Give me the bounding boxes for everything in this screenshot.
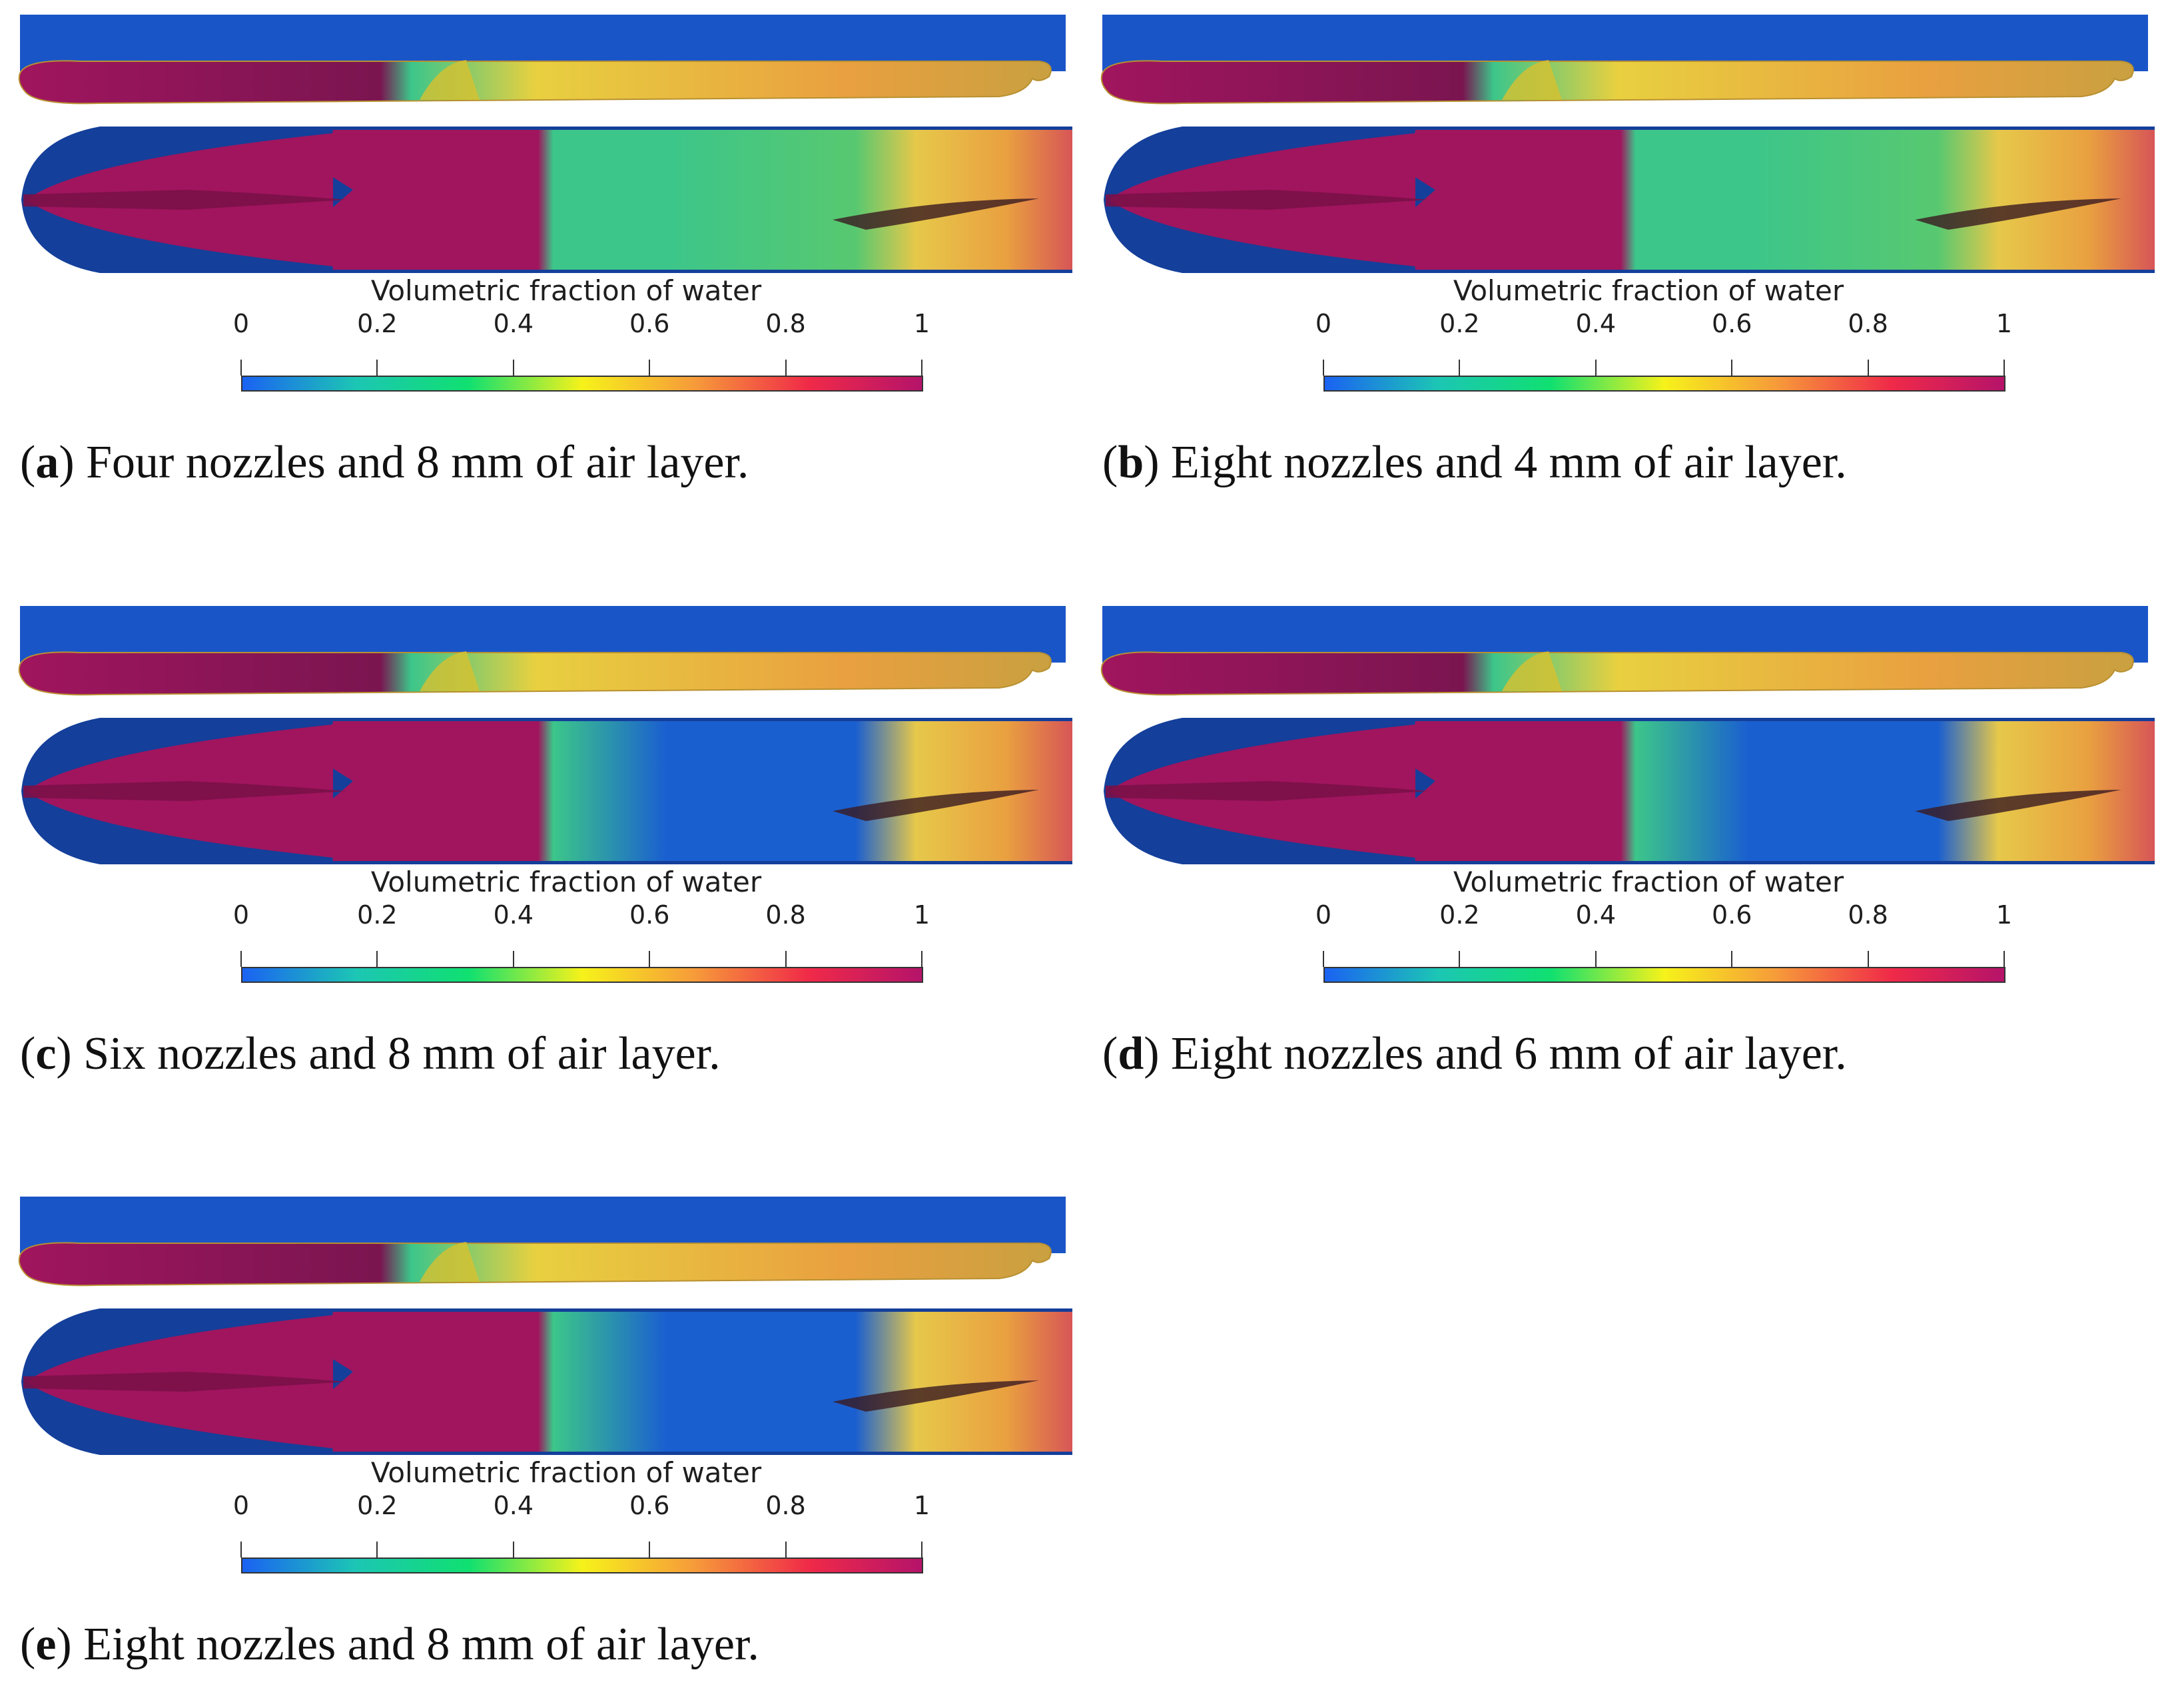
colorbar-gradient [241, 1558, 923, 1573]
subfigure-c: Volumetric fraction of water 0 0.2 0.4 0.6 0.… [0, 591, 1072, 1117]
colorbar-tick-mark [649, 1542, 651, 1558]
colorbar-gradient [241, 967, 923, 983]
side-view-nozzle-wake [420, 1242, 480, 1282]
colorbar-tick-mark [1731, 951, 1733, 967]
colorbar-tick-mark [240, 951, 242, 967]
subfigure-caption: (b) Eight nozzles and 4 mm of air layer. [1102, 437, 1847, 488]
side-view-nozzle-wake [1502, 60, 1562, 100]
colorbar-tick-mark [785, 360, 787, 376]
bottom-view-keel [23, 1372, 346, 1392]
subfigure-letter: e [35, 1619, 57, 1670]
bottom-view-air-layer [1409, 130, 2155, 270]
hull-image [1100, 606, 2155, 864]
side-view-wetted-surface [18, 60, 1052, 105]
subfigure-caption-text: ) Four nozzles and 8 mm of air layer. [59, 437, 749, 488]
colorbar-tick-mark [921, 951, 922, 967]
colorbar-tick-mark [1867, 360, 1869, 376]
side-view-nozzle-wake [1502, 651, 1562, 691]
subfigure-letter: d [1118, 1028, 1144, 1079]
colorbar-tick-mark [1731, 360, 1733, 376]
hull-image [1100, 15, 2155, 273]
subfigure-b: Volumetric fraction of water 0 0.2 0.4 0.6 0.… [1082, 0, 2155, 526]
colorbar-tick-mark [1459, 951, 1461, 967]
subfigure-letter: c [35, 1028, 57, 1079]
hull-image [18, 1197, 1072, 1455]
bottom-view-air-layer [1409, 721, 2155, 861]
bottom-view-stern-shadow [833, 1380, 1039, 1412]
colorbar-tick-mark [785, 1542, 787, 1558]
side-view-wetted-surface [18, 1242, 1052, 1286]
colorbar-tick-mark [512, 1542, 514, 1558]
colorbar-tick-mark [512, 360, 514, 376]
subfigure-letter: a [35, 437, 59, 488]
colorbar-tick-mark [1595, 951, 1597, 967]
bottom-view-air-layer [326, 130, 1072, 270]
colorbar-tick-mark [240, 360, 242, 376]
subfigure-caption: (c) Six nozzles and 8 mm of air layer. [20, 1028, 721, 1079]
bottom-view-stern-shadow [833, 790, 1039, 821]
colorbar-tick-mark [1323, 360, 1324, 376]
bottom-view-keel [1106, 190, 1429, 210]
colorbar-tick-mark [376, 360, 378, 376]
colorbar-tick-mark [512, 951, 514, 967]
subfigure-letter: b [1118, 437, 1144, 488]
colorbar-tick-mark [2003, 360, 2005, 376]
colorbar-tick-mark [376, 951, 378, 967]
colorbar-tick-mark [649, 951, 651, 967]
colorbar-gradient [241, 376, 923, 392]
subfigure-e: Volumetric fraction of water 0 0.2 0.4 0.6 0.… [0, 1182, 1072, 1708]
hull-image [18, 15, 1072, 273]
subfigure-caption: (a) Four nozzles and 8 mm of air layer. [20, 437, 749, 488]
subfigure-caption: (d) Eight nozzles and 6 mm of air layer. [1102, 1028, 1847, 1079]
side-view-wetted-surface [1100, 651, 2134, 696]
colorbar-tick-mark [1323, 951, 1324, 967]
subfigure-caption-text: ) Eight nozzles and 4 mm of air layer. [1144, 437, 1847, 488]
colorbar-tick-mark [649, 360, 651, 376]
side-view-wetted-surface [1100, 60, 2134, 105]
side-view-nozzle-wake [420, 651, 480, 691]
bottom-view-stern-shadow [1915, 790, 2121, 821]
colorbar-tick-mark [240, 1542, 242, 1558]
bottom-view-keel [1106, 781, 1429, 801]
subfigure-caption-text: ) Six nozzles and 8 mm of air layer. [56, 1028, 721, 1079]
hull-image [18, 606, 1072, 864]
colorbar-tick-mark [376, 1542, 378, 1558]
side-view-wetted-surface [18, 651, 1052, 696]
colorbar-tick-mark [1595, 360, 1597, 376]
colorbar-tick-mark [785, 951, 787, 967]
colorbar-tick-mark [1459, 360, 1461, 376]
subfigure-caption: (e) Eight nozzles and 8 mm of air layer. [20, 1619, 759, 1670]
side-view-nozzle-wake [420, 60, 480, 100]
colorbar-tick-mark [1867, 951, 1869, 967]
subfigure-d: Volumetric fraction of water 0 0.2 0.4 0.6 0.… [1082, 591, 2155, 1117]
subfigure-caption-text: ) Eight nozzles and 6 mm of air layer. [1144, 1028, 1847, 1079]
subfigure-caption-text: ) Eight nozzles and 8 mm of air layer. [56, 1619, 759, 1670]
colorbar-gradient [1323, 967, 2005, 983]
colorbar-tick-mark [921, 360, 922, 376]
colorbar-tick-mark [921, 1542, 922, 1558]
bottom-view-stern-shadow [833, 198, 1039, 230]
bottom-view-air-layer [326, 1312, 1072, 1452]
colorbar-tick-mark [2003, 951, 2005, 967]
subfigure-a: Volumetric fraction of water 0 0.2 0.4 0.6 0.… [0, 0, 1072, 526]
bottom-view-keel [23, 190, 346, 210]
bottom-view-stern-shadow [1915, 198, 2121, 230]
bottom-view-air-layer [326, 721, 1072, 861]
bottom-view-keel [23, 781, 346, 801]
colorbar-gradient [1323, 376, 2005, 392]
